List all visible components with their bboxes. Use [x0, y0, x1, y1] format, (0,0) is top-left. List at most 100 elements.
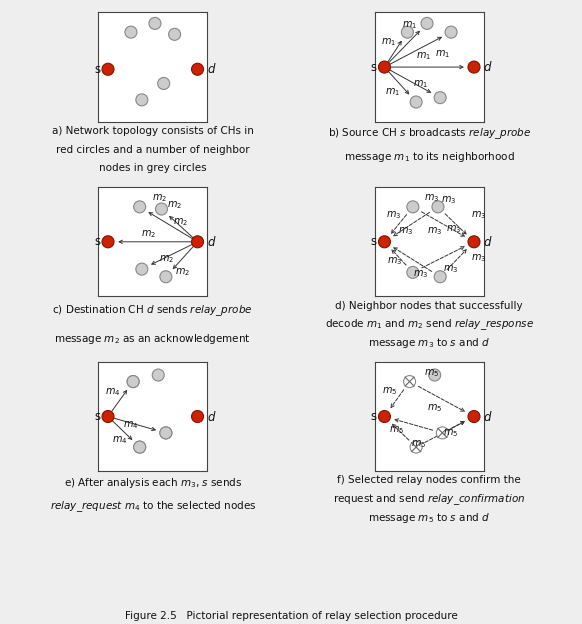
- Text: red circles and a number of neighbor: red circles and a number of neighbor: [56, 145, 250, 155]
- Text: $m_{5}$: $m_{5}$: [424, 367, 439, 379]
- Text: $m_{4}$: $m_{4}$: [105, 387, 120, 398]
- Text: $m_{3}$: $m_{3}$: [385, 210, 401, 222]
- Circle shape: [407, 266, 419, 278]
- Text: e) After analysis each $m_3$, $s$ sends: e) After analysis each $m_3$, $s$ sends: [63, 476, 242, 490]
- Text: $m_{3}$: $m_{3}$: [471, 252, 486, 264]
- Text: $m_{1}$: $m_{1}$: [381, 36, 396, 48]
- Text: Figure 2.5   Pictorial representation of relay selection procedure: Figure 2.5 Pictorial representation of r…: [125, 611, 457, 621]
- Circle shape: [160, 271, 172, 283]
- Circle shape: [468, 236, 480, 248]
- Text: $m_{3}$: $m_{3}$: [446, 223, 461, 235]
- Circle shape: [160, 427, 172, 439]
- Circle shape: [434, 271, 446, 283]
- Text: $m_{2}$: $m_{2}$: [167, 199, 182, 210]
- Circle shape: [402, 26, 413, 38]
- Circle shape: [403, 376, 416, 388]
- Text: $m_{3}$: $m_{3}$: [413, 269, 428, 280]
- Circle shape: [169, 28, 180, 41]
- Text: $m_{1}$: $m_{1}$: [385, 86, 400, 98]
- Text: $m_{2}$: $m_{2}$: [152, 192, 167, 204]
- Text: $d$: $d$: [483, 409, 493, 424]
- Circle shape: [102, 411, 114, 422]
- Circle shape: [102, 236, 114, 248]
- Text: $m_{3}$: $m_{3}$: [443, 263, 459, 275]
- Text: $m_{2}$: $m_{2}$: [172, 217, 187, 228]
- Circle shape: [468, 61, 480, 73]
- Circle shape: [136, 94, 148, 106]
- Text: s: s: [94, 63, 100, 76]
- Text: message $m_1$ to its neighborhood: message $m_1$ to its neighborhood: [344, 150, 514, 163]
- Circle shape: [102, 63, 114, 76]
- Text: $m_{5}$: $m_{5}$: [382, 386, 398, 397]
- Circle shape: [407, 201, 419, 213]
- Circle shape: [378, 236, 391, 248]
- Text: $m_{1}$: $m_{1}$: [435, 48, 450, 60]
- Circle shape: [410, 96, 422, 108]
- Text: c) Destination CH $d$ sends $\mathit{relay\_probe}$: c) Destination CH $d$ sends $\mathit{rel…: [52, 303, 253, 318]
- Text: message $m_2$ as an acknowledgement: message $m_2$ as an acknowledgement: [54, 331, 251, 346]
- Text: $d$: $d$: [207, 409, 217, 424]
- Text: $m_{4}$: $m_{4}$: [112, 435, 127, 446]
- Text: request and send $\mathit{relay\_confirmation}$: request and send $\mathit{relay\_confirm…: [333, 492, 526, 507]
- Circle shape: [127, 376, 139, 388]
- Text: s: s: [371, 61, 377, 74]
- Text: $m_{4}$: $m_{4}$: [123, 419, 139, 431]
- Circle shape: [429, 369, 441, 381]
- Text: $m_{5}$: $m_{5}$: [389, 424, 404, 436]
- Text: $m_{1}$: $m_{1}$: [413, 79, 428, 90]
- Circle shape: [191, 411, 204, 422]
- Circle shape: [158, 77, 170, 89]
- Circle shape: [378, 411, 391, 422]
- Circle shape: [421, 17, 433, 29]
- Circle shape: [191, 63, 204, 76]
- Text: $m_{3}$: $m_{3}$: [386, 256, 402, 267]
- Text: $m_{2}$: $m_{2}$: [141, 228, 156, 240]
- Circle shape: [149, 17, 161, 29]
- Text: $m_{2}$: $m_{2}$: [175, 266, 190, 278]
- Text: $m_{2}$: $m_{2}$: [159, 253, 175, 265]
- Circle shape: [432, 201, 444, 213]
- Circle shape: [378, 61, 391, 73]
- Circle shape: [445, 26, 457, 38]
- Circle shape: [134, 441, 146, 453]
- Circle shape: [191, 236, 204, 248]
- Text: $d$: $d$: [207, 235, 217, 249]
- Text: $d$: $d$: [483, 235, 493, 249]
- Text: b) Source CH $s$ broadcasts $\mathit{relay\_probe}$: b) Source CH $s$ broadcasts $\mathit{rel…: [328, 126, 531, 141]
- Text: $m_{3}$: $m_{3}$: [424, 192, 439, 204]
- Text: $\mathit{relay\_request}$ $m_4$ to the selected nodes: $\mathit{relay\_request}$ $m_4$ to the s…: [49, 499, 256, 514]
- Text: s: s: [94, 410, 100, 423]
- Text: $m_{3}$: $m_{3}$: [398, 225, 413, 236]
- Text: nodes in grey circles: nodes in grey circles: [99, 163, 207, 173]
- Circle shape: [468, 411, 480, 422]
- Text: message $m_3$ to $s$ and $d$: message $m_3$ to $s$ and $d$: [368, 336, 490, 350]
- Text: d) Neighbor nodes that successfully: d) Neighbor nodes that successfully: [335, 301, 523, 311]
- Circle shape: [127, 376, 139, 388]
- Text: $d$: $d$: [483, 60, 493, 74]
- Text: s: s: [371, 410, 377, 423]
- Text: message $m_5$ to $s$ and $d$: message $m_5$ to $s$ and $d$: [368, 511, 490, 525]
- Circle shape: [136, 263, 148, 275]
- Circle shape: [134, 441, 146, 453]
- Circle shape: [152, 369, 164, 381]
- Circle shape: [134, 201, 146, 213]
- Circle shape: [160, 427, 172, 439]
- Circle shape: [125, 26, 137, 38]
- Circle shape: [436, 427, 448, 439]
- Text: $m_{3}$: $m_{3}$: [427, 225, 442, 236]
- Text: a) Network topology consists of CHs in: a) Network topology consists of CHs in: [52, 126, 254, 136]
- Circle shape: [434, 92, 446, 104]
- Text: s: s: [94, 235, 100, 248]
- Text: $d$: $d$: [207, 62, 217, 76]
- Text: s: s: [371, 235, 377, 248]
- Text: f) Selected relay nodes confirm the: f) Selected relay nodes confirm the: [338, 475, 521, 485]
- Text: $m_{5}$: $m_{5}$: [427, 402, 442, 414]
- Text: $m_{5}$: $m_{5}$: [443, 427, 459, 439]
- Text: decode $m_1$ and $m_2$ send $\mathit{relay\_response}$: decode $m_1$ and $m_2$ send $\mathit{rel…: [325, 317, 534, 332]
- Circle shape: [155, 203, 168, 215]
- Text: $m_{3}$: $m_{3}$: [441, 195, 456, 206]
- Text: $m_{1}$: $m_{1}$: [402, 20, 417, 31]
- Text: $m_{3}$: $m_{3}$: [471, 210, 486, 222]
- Circle shape: [410, 441, 422, 453]
- Text: $m_{1}$: $m_{1}$: [416, 51, 431, 62]
